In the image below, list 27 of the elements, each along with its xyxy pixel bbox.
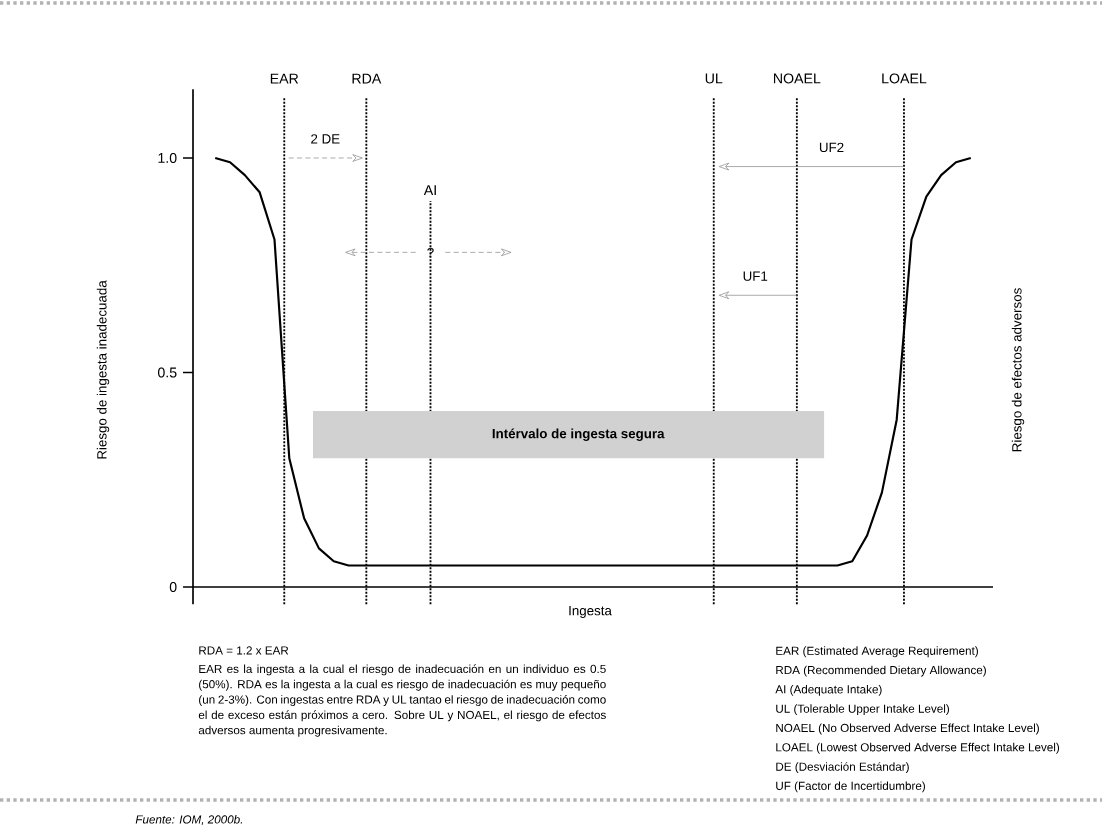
y-tick-label: 1.0 xyxy=(158,152,177,163)
text: NOAEL xyxy=(773,73,821,84)
text: UF (Factor de Incertidumbre) xyxy=(776,781,926,793)
y2-axis-title: Riesgo de efectos adversos xyxy=(1011,288,1025,452)
annotation: Intérvalo de ingesta segura xyxy=(492,428,665,441)
text: RDA = 1.2 x EAR xyxy=(199,646,289,655)
text: UL (Tolerable Upper Intake Level) xyxy=(776,704,950,716)
text: LOAEL (Lowest Observed Adverse Effect Intake Level) xyxy=(776,742,1060,754)
y-tick-label: 0 xyxy=(169,581,177,592)
text: UL xyxy=(705,73,723,84)
annotation: 2 DE xyxy=(311,134,340,144)
text: EAR xyxy=(270,73,299,84)
annotation: AI xyxy=(423,185,436,195)
text: NOAEL (No Observed Adverse Effect Intake Level) xyxy=(776,723,1039,735)
text: DE (Desviación Estándar) xyxy=(776,762,909,774)
text: AI (Adequate Intake) xyxy=(775,684,882,696)
annotation: UF1 xyxy=(743,271,768,281)
text: LOAEL xyxy=(882,73,927,84)
text: EAR es la ingesta a la cual el riesgo de inadecuación en un individuo es 0.5 (50%). RDA es la ingesta a la cual es riesgo de inadecuación es muy pequeño (un 2-3%). Con ingestas entre RDA y UL tantao el riesgo de inadecuación como el de exceso están próximos a cero. Sobre UL y NOAEL, el riesgo de efectos adversos aumenta progresivamente. xyxy=(198,664,606,737)
x-axis-title: Ingesta xyxy=(569,606,612,618)
source-note: Fuente: IOM, 2000b. xyxy=(135,815,242,825)
annotation: UF2 xyxy=(819,142,844,153)
text: RDA xyxy=(352,73,382,84)
text: RDA (Recommended Dietary Allowance) xyxy=(776,665,986,677)
y-axis-title: Riesgo de ingesta inadecuada xyxy=(96,280,110,459)
text: EAR (Estimated Average Requirement) xyxy=(776,646,978,658)
y-tick-label: 0.5 xyxy=(157,367,177,378)
